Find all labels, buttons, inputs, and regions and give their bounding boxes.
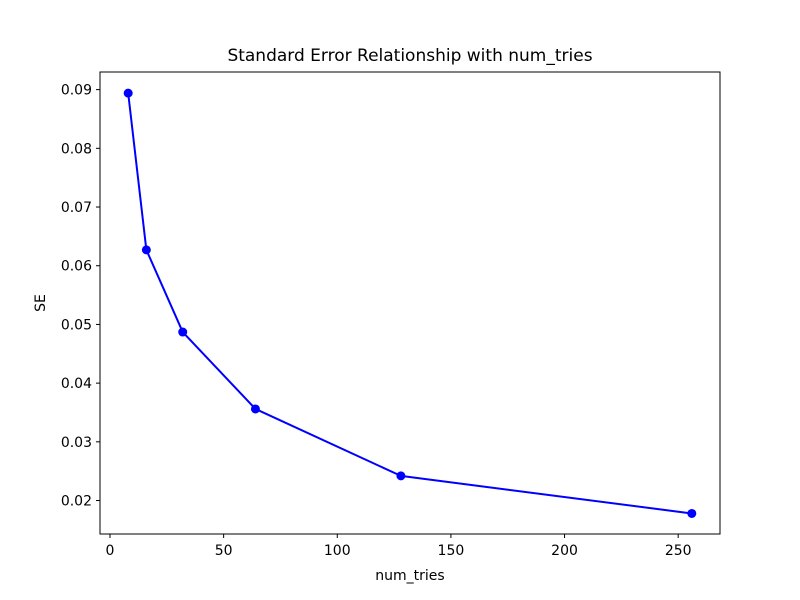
data-point-marker	[250, 404, 260, 414]
y-tick-label: 0.04	[61, 376, 92, 392]
y-tick-label: 0.07	[61, 200, 92, 216]
x-tick-label: 0	[106, 543, 115, 559]
y-tick-label: 0.06	[61, 259, 92, 275]
data-point-marker	[396, 471, 406, 481]
x-tick-label: 100	[324, 543, 351, 559]
x-tick-label: 150	[438, 543, 465, 559]
y-axis-label: SE	[33, 294, 49, 312]
x-tick-label: 250	[665, 543, 692, 559]
y-tick-label: 0.05	[61, 317, 92, 333]
y-tick-label: 0.02	[61, 494, 92, 510]
data-point-marker	[141, 245, 151, 255]
y-tick-label: 0.08	[61, 141, 92, 157]
x-axis-label: num_tries	[375, 568, 444, 584]
chart-title: Standard Error Relationship with num_tri…	[227, 46, 592, 66]
plot-border	[99, 71, 721, 535]
data-point-marker	[687, 508, 697, 518]
y-tick-label: 0.03	[61, 435, 92, 451]
data-point-marker	[178, 327, 188, 337]
x-tick-label: 50	[215, 543, 233, 559]
x-tick-label: 200	[551, 543, 578, 559]
y-tick-label: 0.09	[61, 83, 92, 99]
data-point-marker	[123, 88, 133, 98]
data-line	[127, 93, 692, 515]
